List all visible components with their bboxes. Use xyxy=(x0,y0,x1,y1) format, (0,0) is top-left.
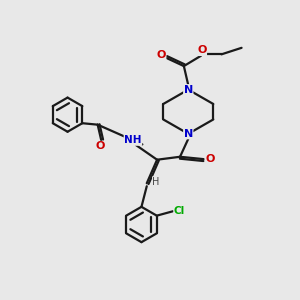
Text: Cl: Cl xyxy=(174,206,185,216)
Text: O: O xyxy=(157,50,166,61)
Text: O: O xyxy=(95,142,104,152)
Text: H: H xyxy=(152,177,160,187)
Text: O: O xyxy=(197,46,206,56)
Text: N: N xyxy=(184,85,193,94)
Text: O: O xyxy=(206,154,215,164)
Text: N: N xyxy=(184,129,193,139)
Text: NH: NH xyxy=(124,135,142,145)
